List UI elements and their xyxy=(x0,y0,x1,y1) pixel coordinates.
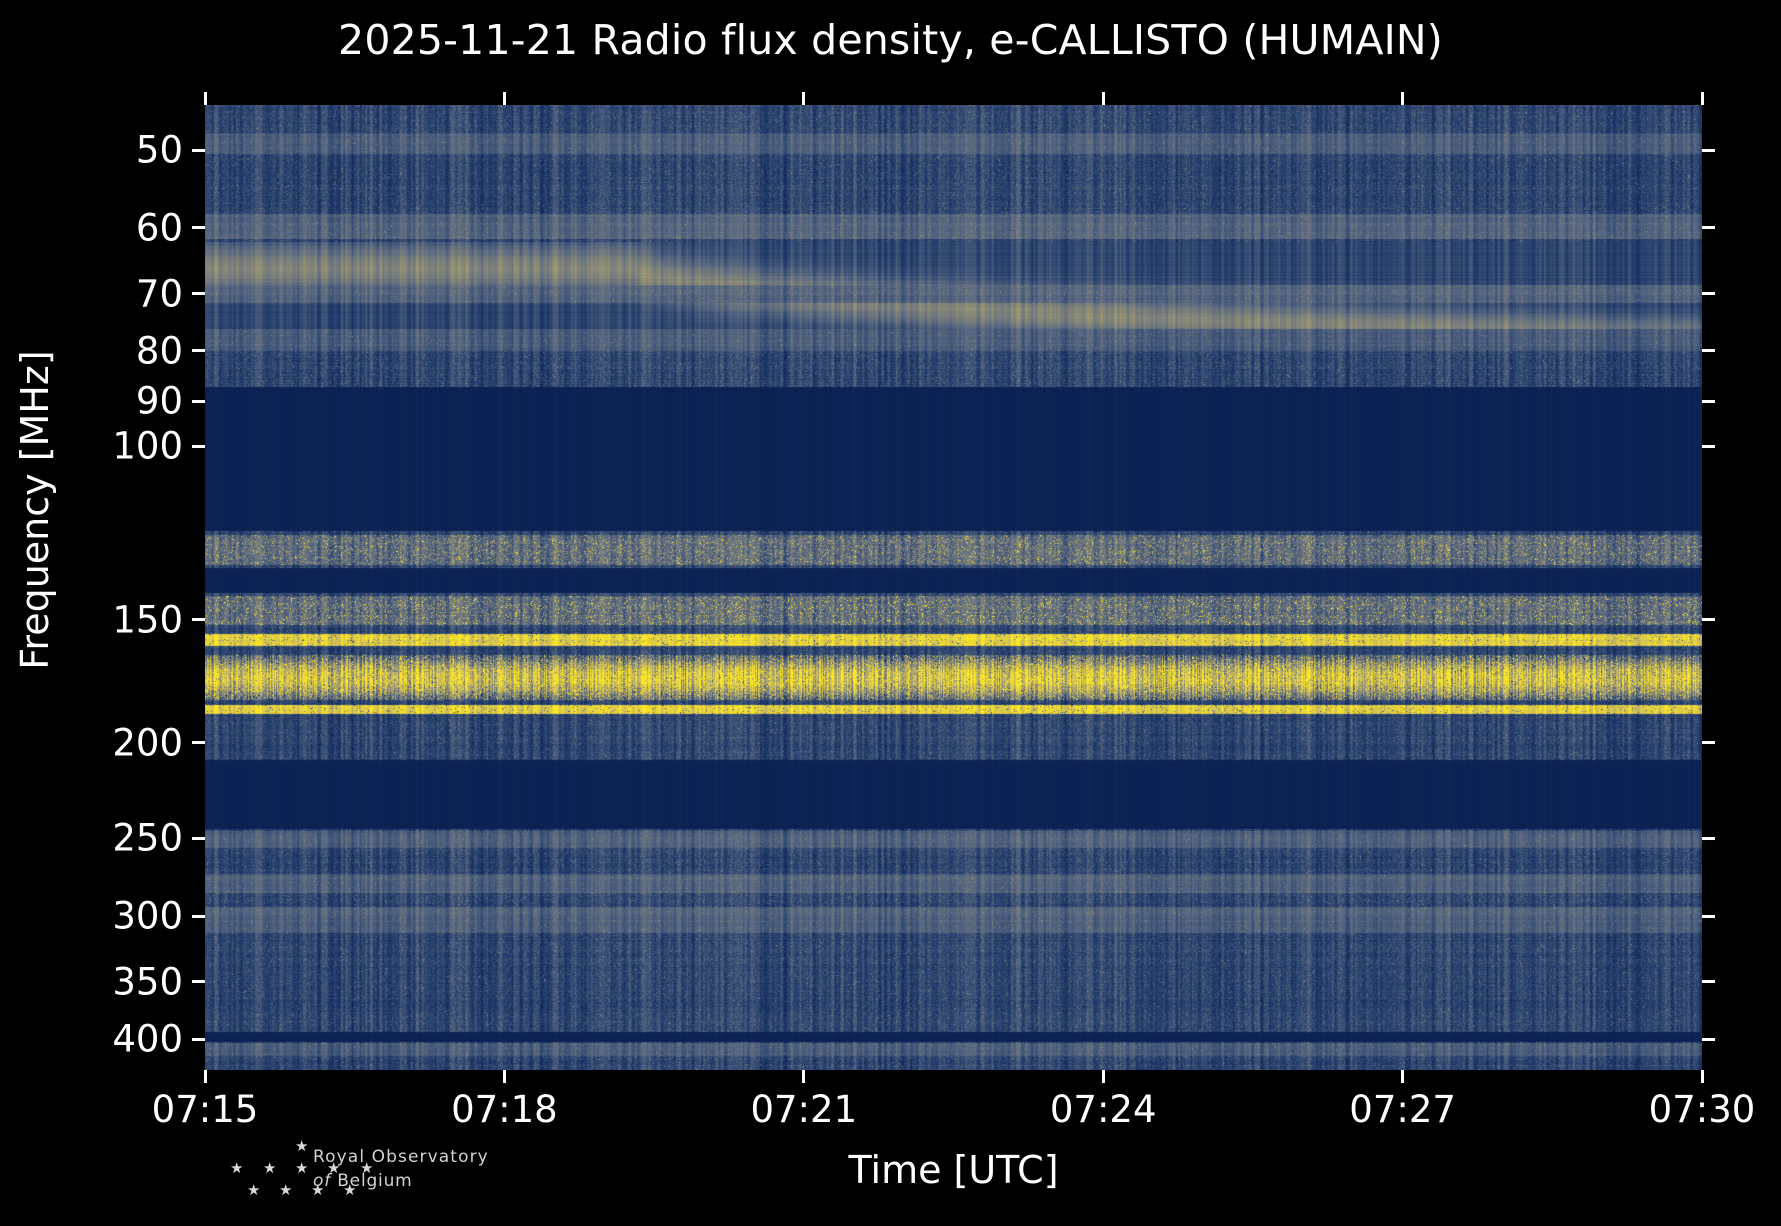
y-tick xyxy=(192,226,205,230)
y-tick-label: 60 xyxy=(135,206,183,250)
y-tick-right xyxy=(1702,292,1715,296)
royal-observatory-logo: ★ ★ ★ ★ ★ ★ ★ ★ ★ ★ Royal Observatory of Belgium xyxy=(205,1135,625,1215)
y-tick-right xyxy=(1702,980,1715,984)
x-axis-bottom: 07:15 07:18 07:21 07:24 07:27 07:30 xyxy=(152,1070,1755,1131)
y-tick-label: 100 xyxy=(112,424,183,468)
y-tick-label: 400 xyxy=(112,1017,183,1061)
x-tick xyxy=(203,1070,207,1083)
x-tick-top xyxy=(1700,92,1704,105)
y-tick xyxy=(192,292,205,296)
spectrogram-plot[interactable] xyxy=(205,105,1702,1070)
page-title: 2025-11-21 Radio flux density, e-CALLIST… xyxy=(338,16,1443,64)
star-icon: ★ xyxy=(295,1137,309,1155)
x-tick-top xyxy=(1401,92,1405,105)
x-tick-label: 07:18 xyxy=(451,1088,558,1131)
y-axis: 50 60 70 80 90 100 150 200 250 300 350 400 xyxy=(0,105,205,1070)
y-tick-label: 250 xyxy=(112,816,183,860)
x-tick-label: 07:15 xyxy=(151,1088,259,1131)
y-tick-label: 80 xyxy=(135,329,183,373)
y-tick-label: 90 xyxy=(135,379,183,423)
x-tick xyxy=(1700,1070,1704,1083)
star-icon: ★ xyxy=(327,1159,341,1177)
x-tick xyxy=(1101,1070,1105,1083)
y-tick-label: 50 xyxy=(135,128,183,172)
x-tick xyxy=(802,1070,806,1083)
star-icon: ★ xyxy=(295,1159,309,1177)
y-tick-right xyxy=(1702,1037,1715,1041)
x-axis-label: Time [UTC] xyxy=(848,1148,1059,1192)
star-icon: ★ xyxy=(247,1181,261,1199)
logo-line-1: Royal Observatory xyxy=(313,1147,489,1167)
y-tick-right xyxy=(1702,226,1715,230)
y-tick-label: 70 xyxy=(135,272,183,316)
star-icon: ★ xyxy=(311,1181,325,1199)
y-tick xyxy=(192,399,205,403)
y-tick xyxy=(192,444,205,448)
logo-line-2: of Belgium xyxy=(313,1171,489,1191)
y-tick xyxy=(192,1037,205,1041)
y-tick xyxy=(192,836,205,840)
star-icon: ★ xyxy=(279,1181,293,1199)
y-axis-label: Frequency [MHz] xyxy=(13,350,57,670)
y-tick-right xyxy=(1702,741,1715,745)
y-tick-label: 350 xyxy=(112,960,183,1004)
eu-stars-icon: ★ ★ ★ ★ ★ ★ ★ ★ ★ ★ xyxy=(205,1139,385,1203)
y-tick-right xyxy=(1702,399,1715,403)
x-tick-top xyxy=(502,92,506,105)
star-icon: ★ xyxy=(360,1159,374,1177)
y-tick-right xyxy=(1702,618,1715,622)
y-axis-right xyxy=(1702,105,1742,1070)
x-axis-top xyxy=(203,92,1704,105)
y-tick xyxy=(192,741,205,745)
y-tick-label: 150 xyxy=(112,598,183,642)
y-tick-label: 300 xyxy=(112,894,183,938)
y-tick-right xyxy=(1702,836,1715,840)
y-tick xyxy=(192,148,205,152)
x-tick-top xyxy=(1101,92,1105,105)
spectrogram-canvas xyxy=(205,105,1702,1070)
y-tick-right xyxy=(1702,914,1715,918)
star-icon: ★ xyxy=(230,1159,244,1177)
x-tick xyxy=(502,1070,506,1083)
x-tick-label: 07:21 xyxy=(750,1088,858,1131)
x-tick-label: 07:24 xyxy=(1049,1088,1157,1131)
star-icon: ★ xyxy=(263,1159,277,1177)
y-tick xyxy=(192,980,205,984)
x-tick-top xyxy=(802,92,806,105)
x-tick-label: 07:30 xyxy=(1648,1088,1756,1131)
y-tick-label: 200 xyxy=(112,721,183,765)
star-icon: ★ xyxy=(343,1181,357,1199)
x-tick xyxy=(1401,1070,1405,1083)
logo-text: Royal Observatory of Belgium xyxy=(313,1147,489,1191)
y-tick-right xyxy=(1702,349,1715,353)
y-tick xyxy=(192,349,205,353)
x-tick-label: 07:27 xyxy=(1349,1088,1456,1131)
y-tick xyxy=(192,618,205,622)
y-tick-right xyxy=(1702,148,1715,152)
logo-belgium: Belgium xyxy=(337,1171,413,1191)
x-tick-top xyxy=(203,92,207,105)
logo-of: of xyxy=(313,1171,331,1191)
y-tick-right xyxy=(1702,444,1715,448)
y-tick xyxy=(192,914,205,918)
